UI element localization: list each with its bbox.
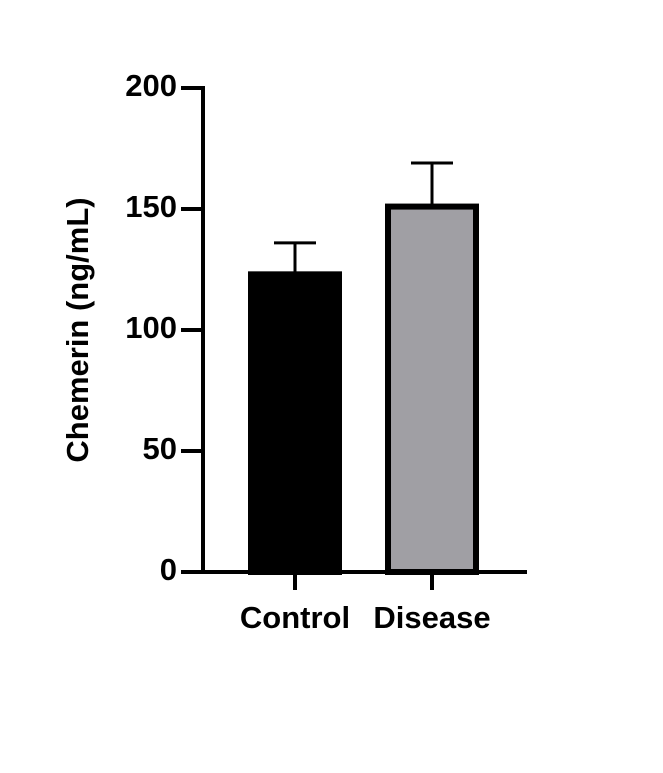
- bar: [248, 271, 342, 575]
- y-tick-label: 200: [125, 68, 177, 103]
- x-tick-label: Disease: [373, 600, 490, 635]
- y-tick-label: 100: [125, 310, 177, 345]
- x-tick-label: Control: [240, 600, 350, 635]
- y-tick-label: 0: [160, 552, 177, 587]
- y-axis-label: Chemerin (ng/mL): [60, 197, 95, 462]
- y-tick-label: 50: [143, 431, 177, 466]
- bar: [385, 203, 479, 576]
- y-tick-label: 150: [125, 189, 177, 224]
